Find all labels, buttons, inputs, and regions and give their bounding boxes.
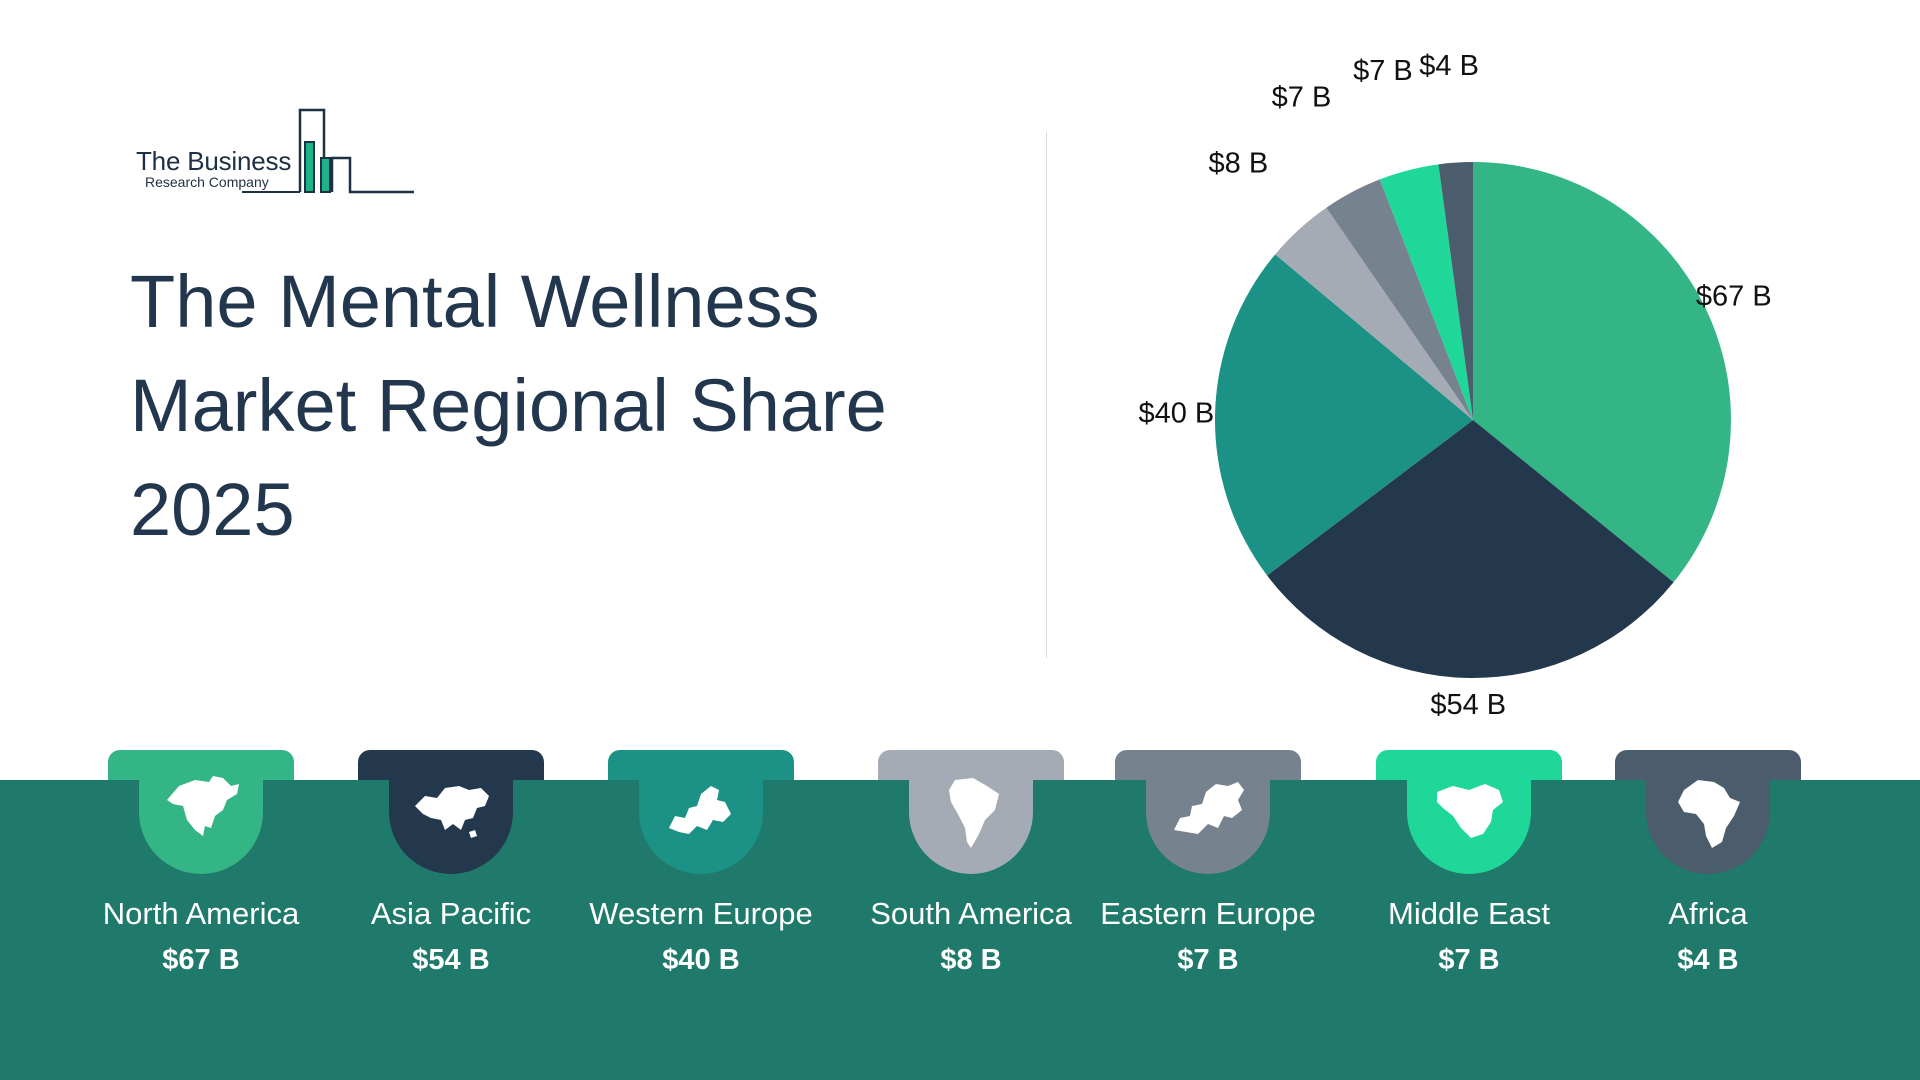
pie-label-africa: $4 B	[1419, 50, 1479, 82]
logo-buildings-icon	[242, 108, 414, 194]
western-europe-map-icon	[669, 786, 731, 834]
pie-slice-middle-east	[1379, 164, 1473, 420]
region-value: $7 B	[1438, 944, 1500, 976]
pie-label-south-america: $8 B	[1209, 148, 1269, 180]
pie-label-middle-east: $7 B	[1353, 55, 1413, 87]
region-value: $8 B	[940, 944, 1002, 976]
region-card-eastern-europe: Eastern Europe $7 B	[1100, 750, 1316, 1010]
region-name: Africa	[1668, 896, 1748, 931]
pie-slice-western-europe	[1215, 254, 1473, 576]
pie-slice-eastern-europe	[1326, 179, 1473, 420]
region-value: $7 B	[1177, 944, 1239, 976]
pie-label-western-europe: $40 B	[1138, 398, 1214, 430]
region-badge	[639, 750, 763, 874]
logo-name: The Business	[136, 146, 292, 176]
region-badge	[1146, 750, 1270, 874]
pie-label-eastern-europe: $7 B	[1272, 81, 1332, 113]
asia-map-icon	[415, 786, 489, 838]
region-value: $40 B	[662, 944, 740, 976]
pie-slice-africa	[1438, 162, 1473, 420]
region-name: South America	[870, 896, 1072, 931]
middle-east-map-icon	[1437, 784, 1503, 838]
pie-slice-south-america	[1275, 207, 1473, 420]
north-america-map-icon	[167, 776, 239, 836]
eastern-europe-map-icon	[1174, 782, 1244, 834]
south-america-map-icon	[949, 778, 999, 848]
region-value: $67 B	[162, 944, 240, 976]
region-card-south-america: South America $8 B	[870, 750, 1072, 1010]
region-badge	[1646, 750, 1770, 874]
region-name: Asia Pacific	[370, 896, 532, 931]
region-value: $4 B	[1677, 944, 1739, 976]
logo-subtitle: Research Company	[145, 174, 269, 190]
vertical-divider	[1046, 132, 1047, 658]
region-badge	[139, 750, 263, 874]
region-card-asia-pacific: Asia Pacific $54 B	[358, 750, 544, 1010]
region-value: $54 B	[412, 944, 490, 976]
company-logo: The Business Research Company	[132, 106, 422, 196]
region-badge	[909, 750, 1033, 874]
pie-label-north-america: $67 B	[1696, 281, 1772, 313]
region-badge	[1407, 750, 1531, 874]
africa-map-icon	[1678, 780, 1740, 848]
pie-chart: $67 B$54 B$40 B$8 B$7 B$7 B $4 B	[1138, 50, 1772, 721]
region-card-western-europe: Western Europe $40 B	[589, 750, 813, 1010]
region-name: Western Europe	[589, 896, 813, 931]
region-name: Middle East	[1388, 896, 1550, 931]
pie-label-asia-pacific: $54 B	[1430, 689, 1506, 721]
page-title: The Mental Wellness Market Regional Shar…	[130, 260, 887, 551]
pie-slice-north-america	[1473, 162, 1731, 583]
region-card-north-america: North America $67 B	[103, 750, 299, 1010]
region-name: North America	[102, 896, 300, 931]
region-card-africa: Africa $4 B	[1615, 750, 1801, 1010]
pie-slice-asia-pacific	[1267, 420, 1674, 679]
region-name: Eastern Europe	[1100, 896, 1316, 931]
region-card-middle-east: Middle East $7 B	[1376, 750, 1562, 1010]
region-badge	[389, 750, 513, 874]
